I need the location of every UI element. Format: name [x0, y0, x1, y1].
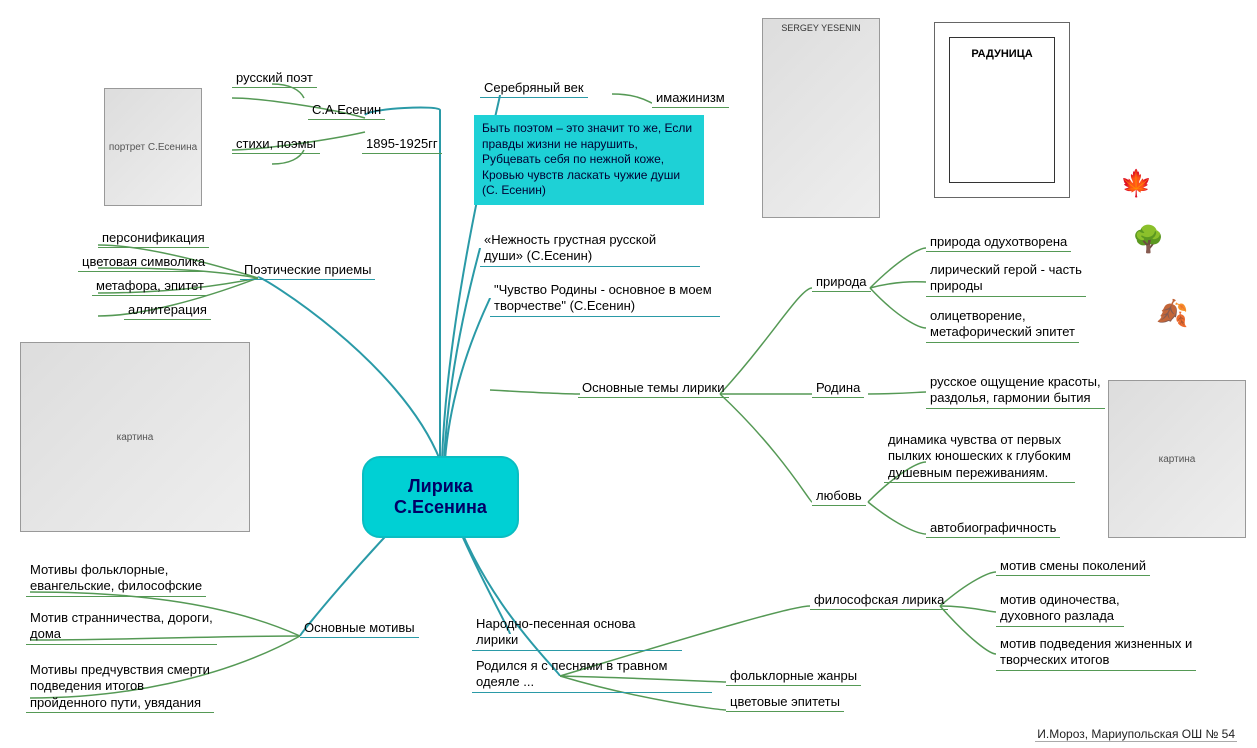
- leaf-method-2: метафора, эпитет: [92, 278, 208, 296]
- leaf-phil-1: мотив одиночества, духовного разлада: [996, 592, 1124, 627]
- branch-love: любовь: [812, 488, 866, 506]
- leaf-poet: русский поэт: [232, 70, 317, 88]
- leaf-homeland-feeling: "Чувство Родины - основное в моем творче…: [490, 282, 720, 317]
- leaf-folklore-genres: фольклорные жанры: [726, 668, 861, 686]
- book-cover-left: SERGEY YESENIN: [762, 18, 880, 218]
- leaf-phil-2: мотив подведения жизненных и творческих …: [996, 636, 1196, 671]
- leaf-love-1: автобиографичность: [926, 520, 1060, 538]
- autumn-tree-icon: 🍁: [1120, 168, 1152, 199]
- leaf-method-0: персонификация: [98, 230, 209, 248]
- leaf-tenderness: «Нежность грустная русской души» (С.Есен…: [480, 232, 700, 267]
- leaf-years: 1895-1925гг: [362, 136, 442, 154]
- leaf-silver-age: Серебряный век: [480, 80, 588, 98]
- birch-tree-icon: 🌳: [1132, 224, 1164, 255]
- leaf-love-0: динамика чувства от первых пылких юношес…: [884, 432, 1075, 483]
- book-radunitsa: РАДУНИЦА: [934, 22, 1070, 198]
- branch-methods: Поэтические приемы: [240, 262, 375, 280]
- branch-philosophy: философская лирика: [810, 592, 948, 610]
- center-line2: С.Есенина: [394, 497, 487, 518]
- leaves-icon: 🍂: [1156, 298, 1188, 329]
- branch-themes: Основные темы лирики: [578, 380, 729, 398]
- leaf-author-name: С.А.Есенин: [308, 102, 385, 120]
- center-line1: Лирика: [394, 476, 487, 497]
- book-title: РАДУНИЦА: [949, 37, 1055, 183]
- branch-motives: Основные мотивы: [300, 620, 419, 638]
- quote-box: Быть поэтом – это значит то же, Если пра…: [474, 115, 704, 205]
- leaf-homeland-0: русское ощущение красоты, раздолья, гарм…: [926, 374, 1105, 409]
- painting-right: картина: [1108, 380, 1246, 538]
- book-author: SERGEY YESENIN: [763, 23, 879, 33]
- leaf-method-3: аллитерация: [124, 302, 211, 320]
- leaf-nature-1: лирический герой - часть природы: [926, 262, 1086, 297]
- painting-left: картина: [20, 342, 250, 532]
- leaf-method-1: цветовая символика: [78, 254, 209, 272]
- leaf-phil-0: мотив смены поколений: [996, 558, 1150, 576]
- leaf-works: стихи, поэмы: [232, 136, 320, 154]
- leaf-motive-0: Мотивы фольклорные, евангельские, филосо…: [26, 562, 206, 597]
- leaf-nature-0: природа одухотворена: [926, 234, 1071, 252]
- leaf-imaginism: имажинизм: [652, 90, 729, 108]
- leaf-folk-base: Народно-песенная основа лирики: [472, 616, 682, 651]
- leaf-motive-2: Мотивы предчувствия смерти подведения ит…: [26, 662, 214, 713]
- leaf-nature-2: олицетворение, метафорический эпитет: [926, 308, 1079, 343]
- center-node: Лирика С.Есенина: [362, 456, 519, 538]
- leaf-born-song: Родился я с песнями в травном одеяле ...: [472, 658, 712, 693]
- leaf-color-epithets: цветовые эпитеты: [726, 694, 844, 712]
- leaf-motive-1: Мотив странничества, дороги, дома: [26, 610, 217, 645]
- branch-homeland: Родина: [812, 380, 864, 398]
- author-portrait: портрет С.Есенина: [104, 88, 202, 206]
- branch-nature: природа: [812, 274, 871, 292]
- footer-credit: И.Мороз, Мариупольская ОШ № 54: [1035, 727, 1237, 742]
